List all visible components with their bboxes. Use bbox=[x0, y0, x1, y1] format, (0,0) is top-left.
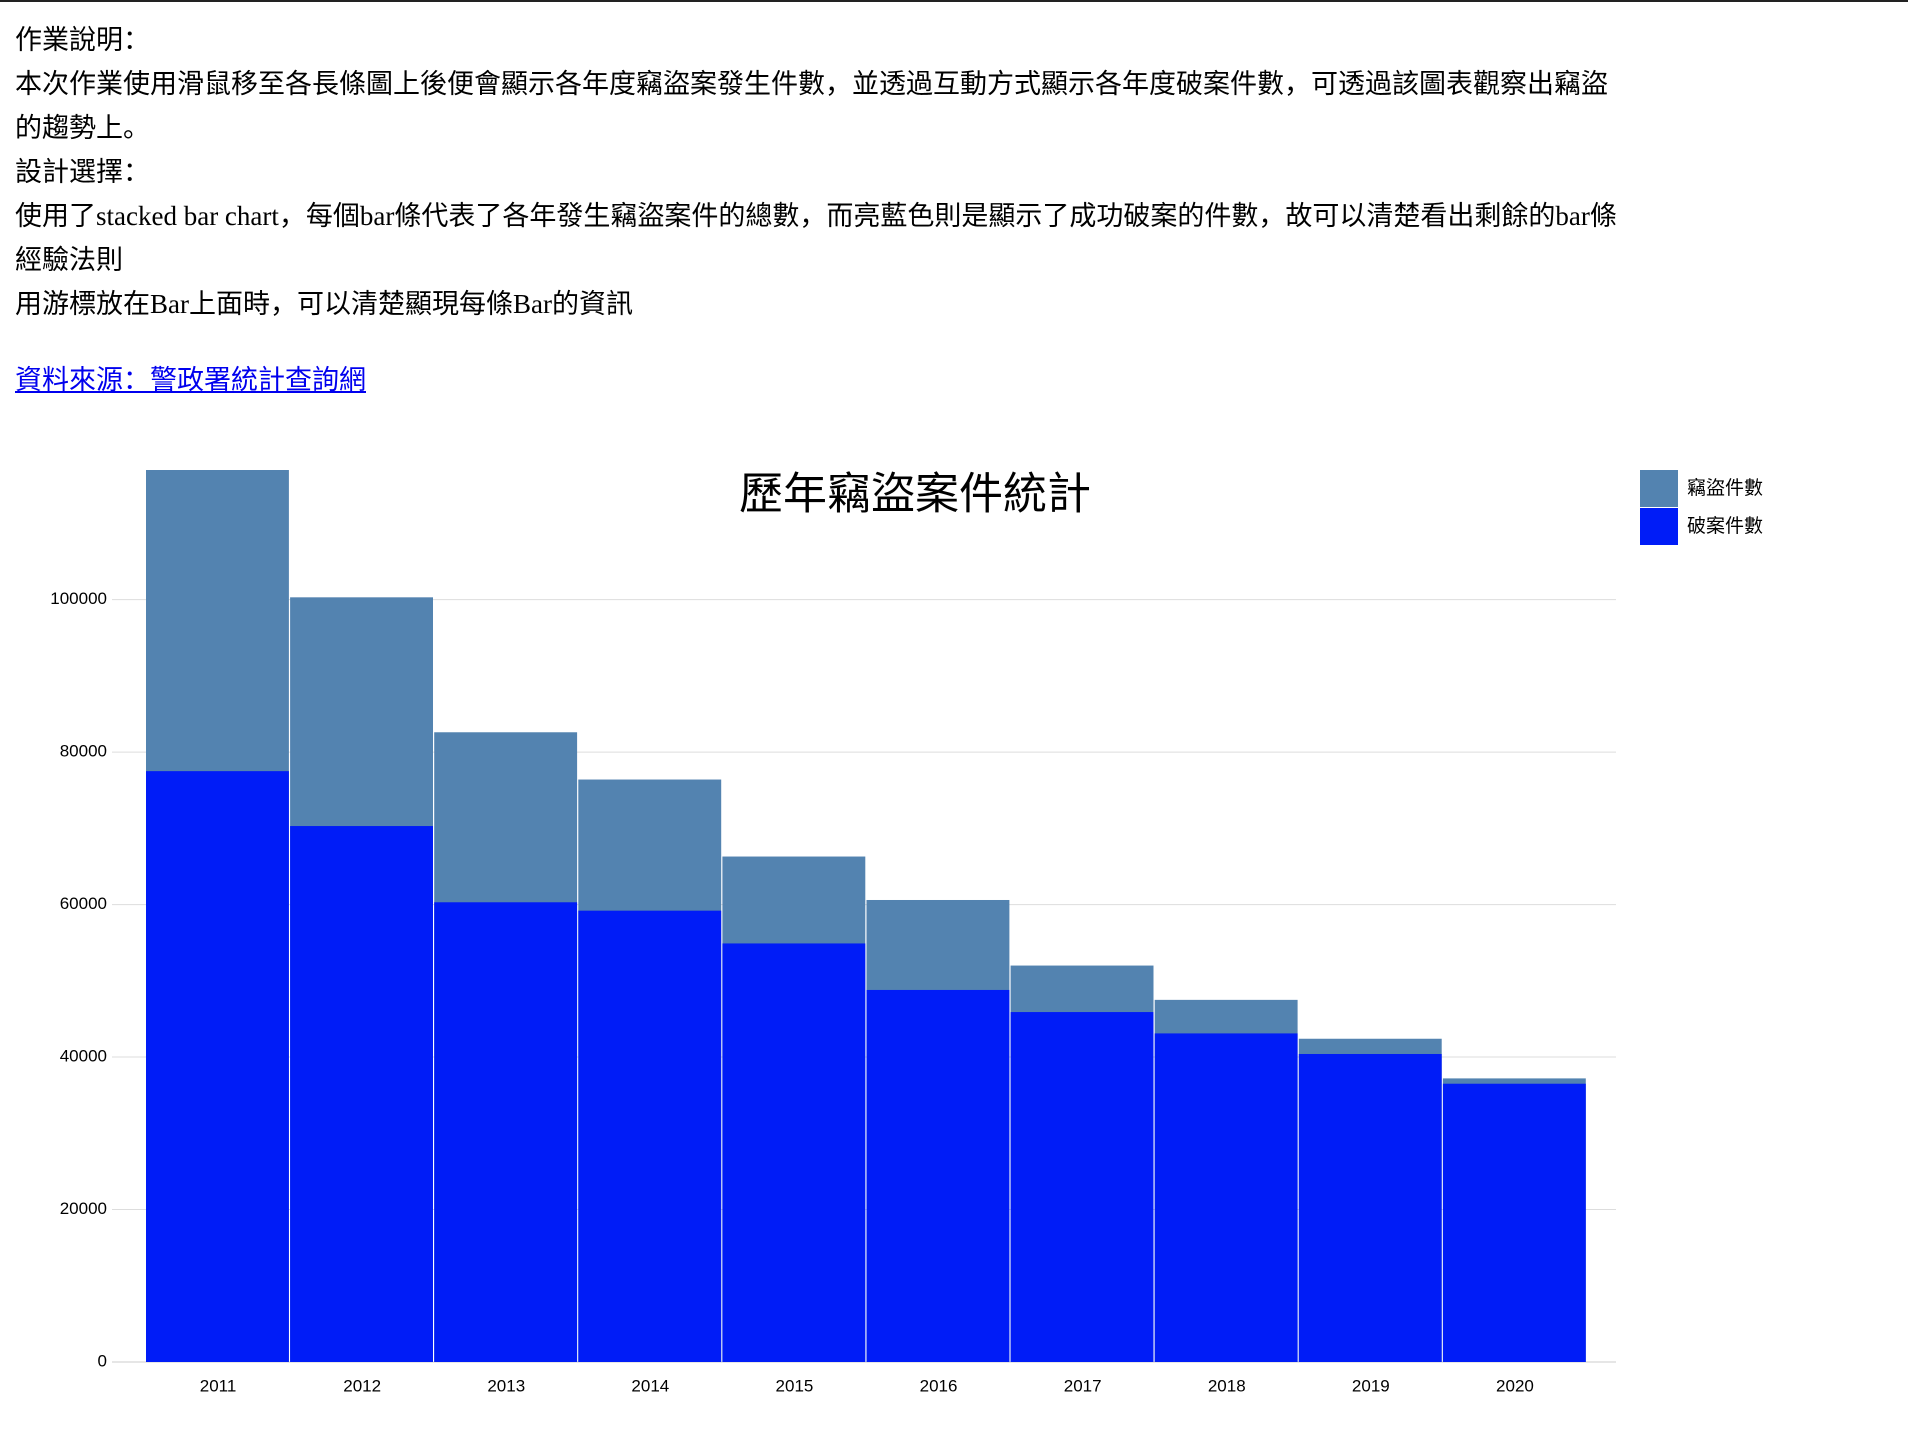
bar bbox=[722, 943, 866, 1362]
heading: 設計選擇： bbox=[15, 157, 150, 187]
x-tick-label: 2015 bbox=[776, 1376, 814, 1395]
source-link[interactable]: 資料來源：警政署統計查詢網 bbox=[15, 365, 366, 395]
legend-label: 破案件數 bbox=[1687, 515, 1763, 537]
x-tick-label: 2013 bbox=[487, 1376, 525, 1395]
bar bbox=[290, 826, 433, 1362]
bar bbox=[434, 902, 578, 1362]
chart: 歷年竊盜案件統計 0 20000 40000 60000 80000 100000 2011… bbox=[50, 470, 1763, 1396]
chart-title: 歷年竊盜案件統計 bbox=[739, 470, 1091, 519]
x-tick-label: 2019 bbox=[1352, 1376, 1390, 1395]
x-tick-label: 2020 bbox=[1496, 1376, 1534, 1395]
heading: 經驗法則 bbox=[15, 245, 123, 275]
bar bbox=[866, 989, 1010, 1362]
legend-swatch bbox=[1640, 470, 1678, 507]
y-tick-label: 80000 bbox=[60, 742, 107, 761]
x-tick-label: 2016 bbox=[920, 1376, 958, 1395]
paragraph-line: 用游標放在Bar上面時，可以清楚顯現每條Bar的資訊 bbox=[15, 289, 633, 319]
x-tick-label: 2014 bbox=[631, 1376, 669, 1395]
bar bbox=[146, 771, 289, 1362]
x-tick-label: 2017 bbox=[1064, 1376, 1102, 1395]
y-tick-label: 60000 bbox=[60, 894, 107, 913]
bar bbox=[1442, 1083, 1586, 1362]
x-tick-label: 2011 bbox=[200, 1376, 237, 1395]
legend-label: 竊盜件數 bbox=[1687, 477, 1763, 499]
x-tick-label: 2018 bbox=[1208, 1376, 1246, 1395]
paragraph-line: 的趨勢上。 bbox=[15, 113, 150, 143]
bar bbox=[1298, 1053, 1442, 1362]
x-tick-label: 2012 bbox=[343, 1376, 381, 1395]
document: 作業說明： 本次作業使用滑鼠移至各長條圖上後便會顯示各年度竊盜案發生件數，並透過… bbox=[15, 18, 1908, 402]
y-tick-label: 40000 bbox=[60, 1047, 107, 1066]
y-tick-label: 20000 bbox=[60, 1199, 107, 1218]
bar bbox=[1010, 1012, 1154, 1362]
paragraph-line: 使用了stacked bar chart，每個bar條代表了各年發生竊盜案件的總… bbox=[15, 201, 1617, 231]
bar bbox=[1154, 1033, 1298, 1362]
legend-swatch bbox=[1640, 508, 1678, 545]
paragraph-line: 本次作業使用滑鼠移至各長條圖上後便會顯示各年度竊盜案發生件數，並透過互動方式顯示… bbox=[15, 69, 1608, 99]
heading: 作業說明： bbox=[15, 25, 150, 55]
y-tick-label: 100000 bbox=[50, 589, 107, 608]
y-tick-label: 0 bbox=[98, 1351, 107, 1370]
bar bbox=[578, 910, 722, 1362]
